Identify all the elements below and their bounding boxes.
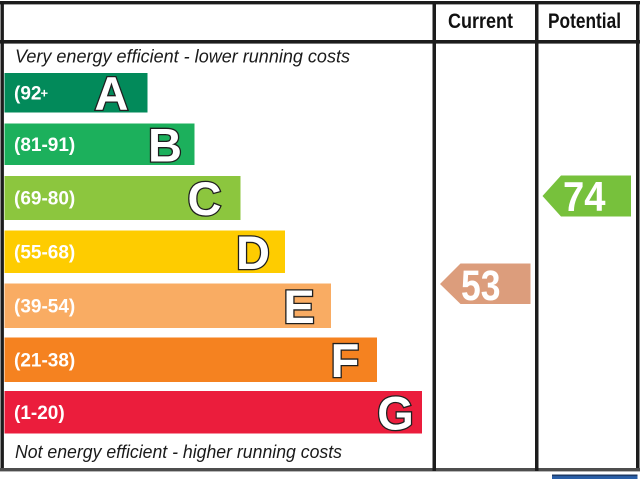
svg-text:(1-20): (1-20) <box>14 403 65 424</box>
svg-text:D: D <box>236 226 270 279</box>
svg-text:C: C <box>188 172 222 225</box>
svg-text:E: E <box>283 280 314 333</box>
svg-text:Very energy efficient - lower: Very energy efficient - lower running co… <box>15 46 350 67</box>
svg-text:74: 74 <box>563 173 606 220</box>
svg-text:(55-68): (55-68) <box>14 243 75 264</box>
svg-text:(81-91): (81-91) <box>14 135 75 156</box>
svg-text:(21-38): (21-38) <box>14 351 75 372</box>
svg-text:(92+: (92+ <box>14 84 48 105</box>
svg-text:F: F <box>331 334 360 387</box>
svg-text:Current: Current <box>448 9 513 33</box>
svg-text:53: 53 <box>461 262 501 310</box>
svg-text:Potential: Potential <box>548 10 621 33</box>
svg-text:A: A <box>95 67 129 120</box>
svg-text:(39-54): (39-54) <box>14 297 75 318</box>
svg-text:G: G <box>377 386 414 439</box>
svg-text:B: B <box>148 118 182 171</box>
svg-text:(69-80): (69-80) <box>14 189 75 210</box>
svg-text:Not energy efficient - higher: Not energy efficient - higher running co… <box>15 441 342 462</box>
